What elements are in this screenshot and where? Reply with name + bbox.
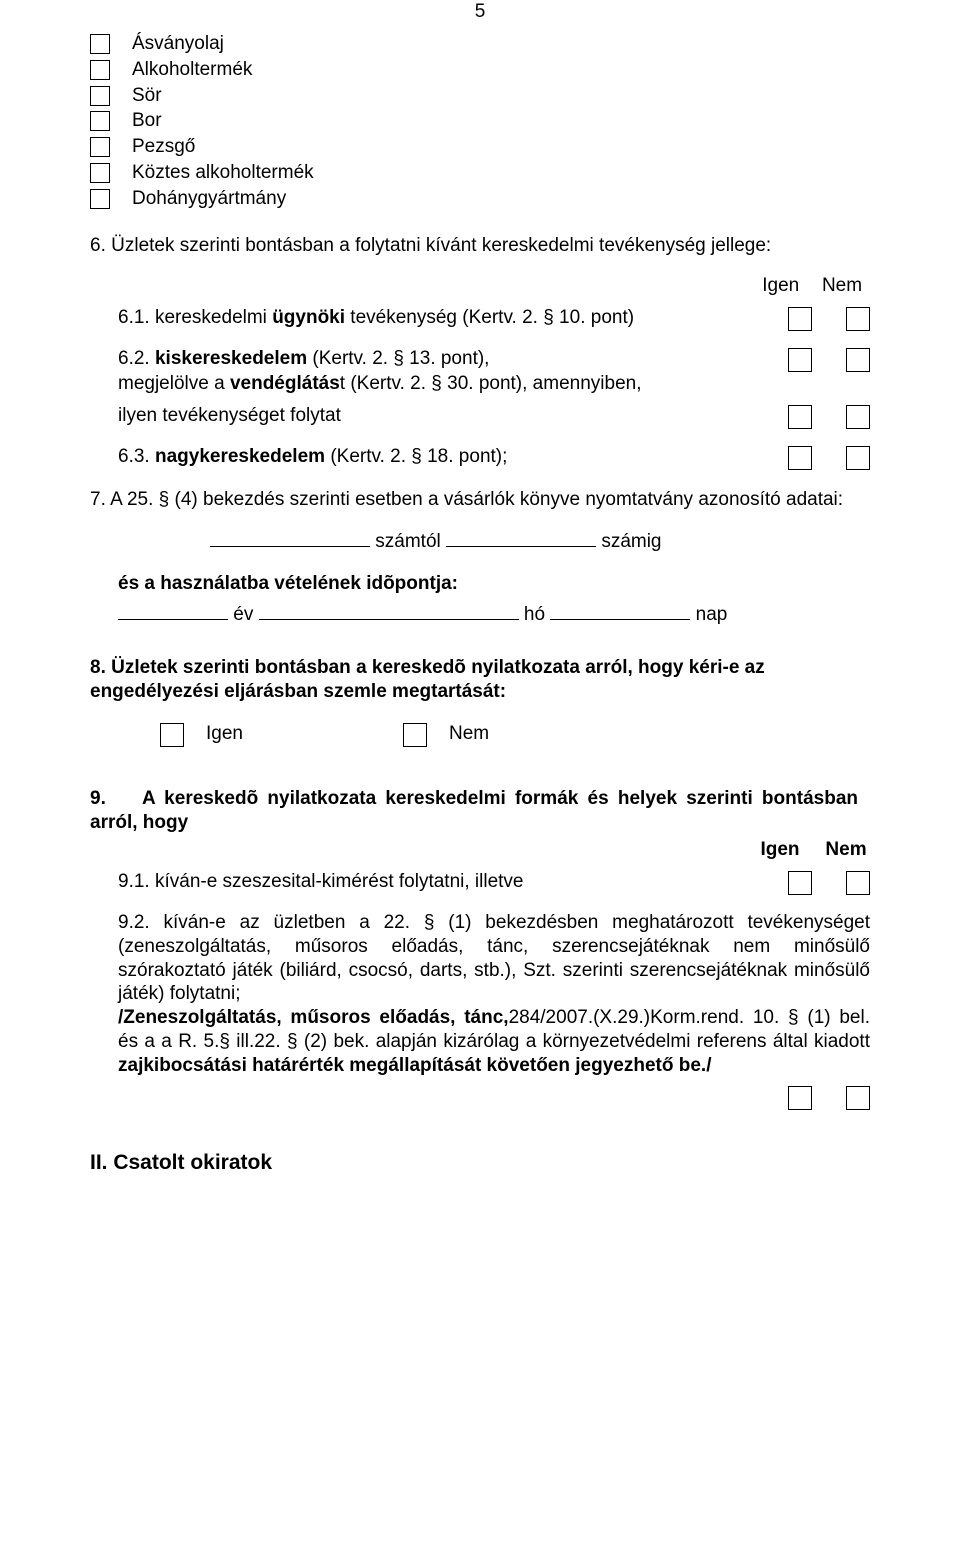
section-attachments-title: II. Csatolt okiratok — [90, 1150, 870, 1176]
checkbox-yes[interactable] — [160, 723, 184, 747]
checkbox-label: Bor — [132, 109, 162, 133]
no-header: Nem — [814, 274, 870, 298]
product-checkbox-list: Ásványolaj Alkoholtermék Sör Bor Pezsgő … — [90, 32, 870, 210]
item-9-2-text: 9.2. kíván-e az üzletben a 22. § (1) bek… — [118, 911, 870, 1006]
checkbox-no[interactable] — [846, 405, 870, 429]
yes-header: Igen — [756, 838, 804, 862]
checkbox-yes[interactable] — [788, 307, 812, 331]
checkbox-yes[interactable] — [788, 446, 812, 470]
item-9-1: 9.1. kíván-e szeszesital-kimérést folyta… — [90, 870, 870, 895]
checkbox[interactable] — [90, 34, 110, 54]
section-8-title: 8. Üzletek szerinti bontásban a keresked… — [90, 656, 870, 704]
yes-label: Igen — [206, 722, 243, 746]
checkbox-no[interactable] — [846, 307, 870, 331]
item-9-2-note: /Zeneszolgáltatás, műsoros előadás, tánc… — [118, 1006, 870, 1077]
checkbox-label: Sör — [132, 84, 162, 108]
from-field[interactable] — [210, 525, 370, 547]
checkbox-label: Köztes alkoholtermék — [132, 161, 314, 185]
no-header: Nem — [822, 838, 870, 862]
checkbox-label: Ásványolaj — [132, 32, 224, 56]
section-6: 6. Üzletek szerinti bontásban a folytatn… — [90, 234, 870, 469]
checkbox-no[interactable] — [846, 446, 870, 470]
no-label: Nem — [449, 722, 489, 746]
checkbox[interactable] — [90, 60, 110, 80]
section-7-title: 7. A 25. § (4) bekezdés szerinti esetben… — [90, 488, 870, 512]
option-no[interactable]: Nem — [403, 722, 489, 747]
checkbox[interactable] — [90, 163, 110, 183]
checkbox-yes[interactable] — [788, 871, 812, 895]
item-6-2-line2: megjelölve a vendéglátást (Kertv. 2. § 3… — [118, 372, 870, 396]
section-9-number: 9. — [90, 788, 106, 809]
from-label: számtól — [375, 531, 440, 552]
checkbox[interactable] — [90, 137, 110, 157]
checkbox-label: Pezsgő — [132, 135, 195, 159]
checkbox-yes[interactable] — [788, 348, 812, 372]
checkbox-no[interactable] — [846, 348, 870, 372]
page-number: 5 — [475, 0, 486, 24]
to-field[interactable] — [446, 525, 596, 547]
checkbox[interactable] — [90, 111, 110, 131]
month-field[interactable] — [259, 598, 519, 620]
option-yes[interactable]: Igen — [160, 722, 243, 747]
item-9-2-boxes — [90, 1085, 870, 1110]
checkbox-yes[interactable] — [788, 1086, 812, 1110]
checkbox[interactable] — [90, 86, 110, 106]
checkbox-label: Dohánygyártmány — [132, 187, 286, 211]
item-6-3: 6.3. nagykereskedelem (Kertv. 2. § 18. p… — [90, 445, 870, 470]
section-6-title: Üzletek szerinti bontásban a folytatni k… — [111, 235, 771, 256]
section-7: 7. A 25. § (4) bekezdés szerinti esetben… — [90, 488, 870, 627]
item-6-2-line1: 6.2. kiskereskedelem (Kertv. 2. § 13. po… — [90, 347, 870, 372]
checkbox-no[interactable] — [846, 1086, 870, 1110]
section-9: 9. A kereskedõ nyilatkozata kereskedelmi… — [90, 787, 870, 1111]
checkbox[interactable] — [90, 189, 110, 209]
checkbox-no[interactable] — [403, 723, 427, 747]
item-6-1-line: 6.1. kereskedelmi ügynöki tevékenység (K… — [118, 307, 634, 328]
day-field[interactable] — [550, 598, 690, 620]
yes-header: Igen — [753, 274, 809, 298]
section-6-number: 6. — [90, 235, 106, 256]
checkbox-label: Alkoholtermék — [132, 58, 252, 82]
month-label: hó — [524, 604, 545, 625]
section-8: 8. Üzletek szerinti bontásban a keresked… — [90, 656, 870, 747]
year-label: év — [233, 604, 253, 625]
item-6-2-line3: ilyen tevékenységet folytat — [90, 404, 870, 429]
item-6-1: 6.1. kereskedelmi ügynöki tevékenység (K… — [90, 306, 870, 331]
day-label: nap — [696, 604, 728, 625]
year-field[interactable] — [118, 598, 228, 620]
to-label: számig — [601, 531, 661, 552]
checkbox-no[interactable] — [846, 871, 870, 895]
checkbox-yes[interactable] — [788, 405, 812, 429]
date-intro: és a használatba vételének idõpontja: — [118, 573, 458, 594]
section-9-title: A kereskedõ nyilatkozata kereskedelmi fo… — [90, 788, 858, 833]
